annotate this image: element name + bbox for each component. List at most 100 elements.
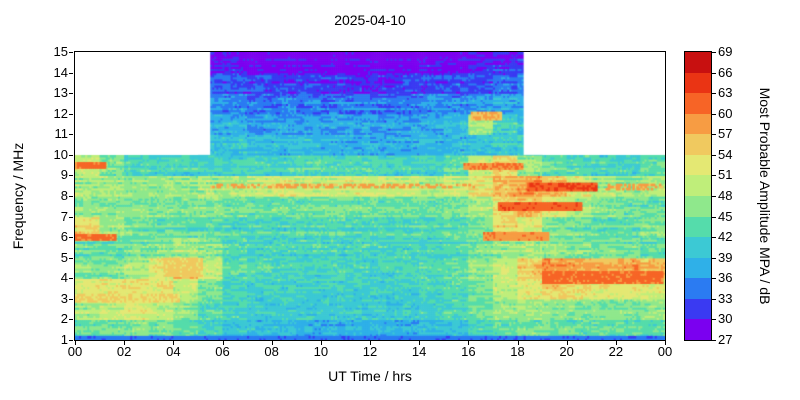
x-axis-label: UT Time / hrs <box>328 368 412 384</box>
x-tick-mark <box>665 341 666 345</box>
x-tick-mark <box>517 341 519 345</box>
y-tick-mark <box>69 196 73 197</box>
colorbar-band <box>685 195 711 217</box>
colorbar-tick-mark <box>712 216 716 218</box>
colorbar-tick-mark <box>712 93 716 95</box>
y-tick-label: 15 <box>53 44 68 59</box>
y-tick-label: 8 <box>60 188 68 203</box>
colorbar-tick-label: 51 <box>718 167 733 183</box>
x-tick-label: 16 <box>461 344 476 359</box>
x-tick-mark <box>615 341 617 345</box>
colorbar-tick-mark <box>712 72 716 74</box>
y-tick-label: 9 <box>60 167 68 183</box>
y-tick-label: 2 <box>60 311 68 327</box>
y-tick-label: 10 <box>53 146 68 162</box>
plot-frame <box>74 51 666 341</box>
colorbar-tick-label: 33 <box>718 290 733 306</box>
y-tick-mark <box>69 113 73 115</box>
x-tick-mark <box>320 341 322 345</box>
colorbar-tick-label: 60 <box>718 105 733 121</box>
y-tick-mark <box>69 134 73 136</box>
colorbar-tick-mark <box>712 278 716 280</box>
colorbar-tick-label: 39 <box>718 249 733 265</box>
y-tick-label: 1 <box>60 332 68 347</box>
x-tick-label: 20 <box>559 344 574 359</box>
x-tick-label: 12 <box>362 344 378 359</box>
y-tick-mark <box>69 257 73 259</box>
y-tick-mark <box>69 298 73 300</box>
colorbar-tick-label: 66 <box>718 64 733 80</box>
y-tick-label: 4 <box>60 270 68 286</box>
x-tick-mark <box>124 341 126 345</box>
colorbar-band <box>685 113 711 135</box>
colorbar-tick-label: 36 <box>718 270 733 286</box>
y-tick-label: 13 <box>53 85 68 101</box>
x-tick-label: 14 <box>411 344 427 359</box>
colorbar-band <box>685 154 711 176</box>
colorbar <box>684 51 712 341</box>
colorbar-tick-label: 45 <box>718 208 733 224</box>
x-tick-label: 06 <box>215 344 230 359</box>
x-tick-label: 02 <box>116 344 132 359</box>
y-tick-mark <box>69 319 73 321</box>
x-tick-label: 10 <box>313 344 329 359</box>
x-tick-mark <box>173 341 175 345</box>
colorbar-band <box>685 93 711 114</box>
colorbar-tick-label: 48 <box>718 188 733 203</box>
y-tick-label: 12 <box>53 105 68 121</box>
colorbar-band <box>685 175 711 196</box>
colorbar-band <box>685 216 711 238</box>
x-tick-label: 08 <box>264 344 279 359</box>
x-tick-label: 00 <box>67 344 83 359</box>
x-tick-label: 04 <box>166 344 181 359</box>
y-tick-label: 7 <box>60 208 68 224</box>
colorbar-tick-mark <box>712 237 716 239</box>
colorbar-band <box>685 72 711 94</box>
colorbar-tick-mark <box>712 113 716 115</box>
y-tick-mark <box>69 154 73 156</box>
y-tick-mark <box>69 175 73 177</box>
colorbar-band <box>685 257 711 279</box>
colorbar-band <box>685 278 711 299</box>
x-tick-label: 18 <box>510 344 525 359</box>
x-tick-mark <box>271 341 273 345</box>
colorbar-tick-mark <box>712 134 716 136</box>
x-tick-label: 22 <box>608 344 624 359</box>
y-tick-mark <box>69 72 73 74</box>
y-axis-label: Frequency / MHz <box>10 142 26 250</box>
colorbar-tick-label: 27 <box>718 332 733 347</box>
y-tick-mark <box>69 216 73 218</box>
y-tick-label: 11 <box>54 126 69 142</box>
colorbar-tick-mark <box>712 196 716 197</box>
x-tick-mark <box>419 341 421 345</box>
colorbar-tick-mark <box>712 154 716 156</box>
y-tick-mark <box>69 340 73 341</box>
y-tick-mark <box>69 278 73 280</box>
colorbar-tick-label: 54 <box>718 146 733 162</box>
x-tick-mark <box>75 341 76 345</box>
y-tick-mark <box>69 237 73 239</box>
x-tick-mark <box>468 341 470 345</box>
colorbar-tick-mark <box>712 257 716 259</box>
y-tick-label: 5 <box>60 249 68 265</box>
colorbar-tick-label: 69 <box>718 44 733 59</box>
colorbar-band <box>685 52 711 73</box>
colorbar-tick-mark <box>712 298 716 300</box>
chart-title: 2025-04-10 <box>334 12 406 28</box>
y-tick-label: 14 <box>53 64 68 80</box>
y-tick-mark <box>69 52 73 53</box>
colorbar-tick-mark <box>712 175 716 177</box>
x-tick-mark <box>370 341 371 345</box>
colorbar-band <box>685 134 711 155</box>
colorbar-band <box>685 237 711 258</box>
x-tick-mark <box>566 341 568 345</box>
colorbar-band <box>685 298 711 320</box>
x-tick-mark <box>222 341 224 345</box>
colorbar-tick-label: 30 <box>718 311 733 327</box>
y-tick-label: 3 <box>60 290 68 306</box>
colorbar-tick-label: 42 <box>718 229 733 245</box>
colorbar-tick-mark <box>712 52 716 53</box>
colorbar-tick-label: 57 <box>718 126 733 142</box>
y-tick-mark <box>69 93 73 95</box>
